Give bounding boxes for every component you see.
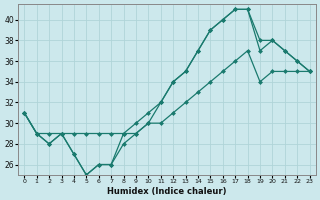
X-axis label: Humidex (Indice chaleur): Humidex (Indice chaleur) [107,187,227,196]
